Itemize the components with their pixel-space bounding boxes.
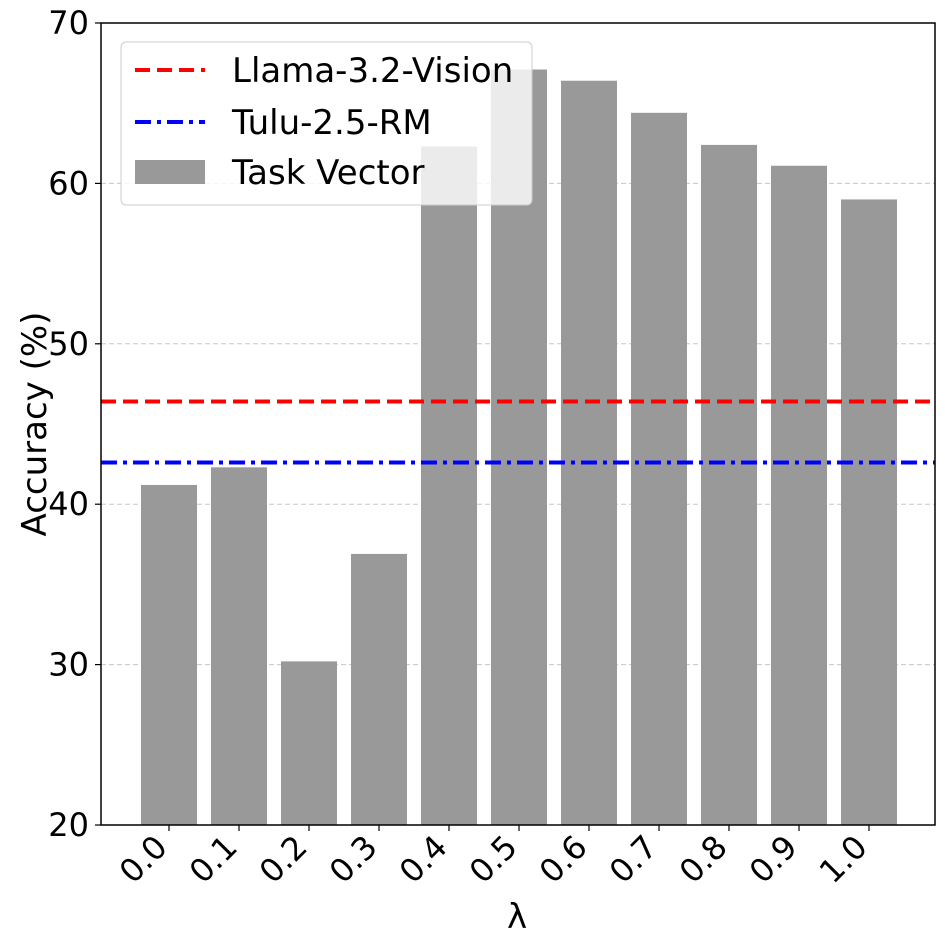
plot-frame [100,22,936,826]
legend-frame [120,41,533,206]
y-tick-label: 30 [48,646,89,684]
x-tick-label: 1.0 [812,828,875,891]
legend-swatch [135,160,205,184]
x-tick-label: 0.1 [182,828,245,891]
bars [141,69,897,826]
bar [841,199,897,825]
x-tick-label: 0.8 [672,828,735,891]
bar [351,553,407,825]
bar [701,144,757,826]
reference-lines [101,399,935,465]
x-tick-label: 0.6 [532,828,595,891]
y-axis-title: Accuracy (%) [15,312,55,537]
y-tick-label: 60 [48,164,89,202]
y-tick-label: 40 [48,485,89,523]
legend: Llama-3.2-Vision Tulu-2.5-RM Task Vector [120,41,533,206]
x-tick-label: 0.3 [322,828,385,891]
x-tick-label: 0.2 [252,828,315,891]
y-ticks: 20 30 40 50 60 70 [48,4,101,844]
bar [561,80,617,825]
y-tick-label: 50 [48,325,89,363]
legend-label: Tulu-2.5-RM [231,103,432,143]
bar [421,146,477,825]
x-tick-label: 0.7 [602,828,665,891]
bar [141,484,197,825]
x-tick-label: 0.4 [392,828,455,891]
x-ticks: 0.0 0.1 0.2 0.3 0.4 0.5 0.6 0.7 0.8 0.9 1.0 [112,825,875,891]
x-tick-label: 0.9 [742,828,805,891]
legend-label: Llama-3.2-Vision [232,51,513,91]
bar [211,467,267,825]
x-tick-label: 0.5 [462,828,525,891]
bar [631,112,687,826]
x-axis-title: λ [507,897,527,937]
bar [771,165,827,826]
y-tick-label: 70 [48,4,89,42]
x-tick-label: 0.0 [112,828,175,891]
y-tick-label: 20 [48,806,89,844]
legend-label: Task Vector [231,153,425,193]
bar [281,661,337,825]
